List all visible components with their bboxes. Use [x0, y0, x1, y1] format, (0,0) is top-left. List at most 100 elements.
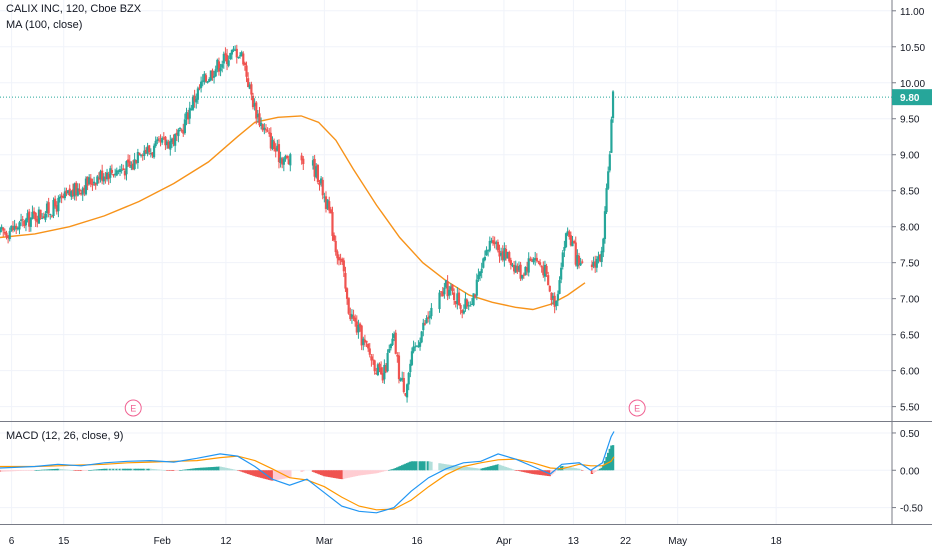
- macd-histogram-bar: [389, 469, 393, 471]
- candle: [350, 309, 354, 324]
- candle: [99, 169, 102, 183]
- candle-body: [417, 345, 420, 348]
- candle-body: [478, 271, 482, 277]
- candle-body: [195, 98, 198, 103]
- candle: [284, 154, 287, 162]
- macd-histogram-bar: [488, 466, 491, 471]
- candle-body: [198, 87, 201, 89]
- candle: [573, 239, 576, 244]
- candle-body: [96, 176, 99, 184]
- macd-histogram-bar: [141, 468, 144, 471]
- macd-histogram-bar: [104, 468, 107, 471]
- candle: [178, 126, 182, 132]
- candle: [543, 260, 547, 282]
- candle: [125, 160, 128, 181]
- candle: [522, 272, 525, 279]
- macd-histogram-bar: [594, 470, 597, 472]
- candle: [217, 57, 221, 76]
- candle: [449, 283, 452, 296]
- candle-body: [430, 307, 433, 317]
- candle: [423, 320, 427, 326]
- candle-body: [104, 177, 107, 180]
- candle: [391, 333, 394, 347]
- candle-body: [138, 152, 141, 155]
- macd-histogram-bar: [269, 470, 273, 481]
- macd-histogram-bar: [96, 469, 99, 471]
- candle-body: [326, 199, 329, 209]
- candle: [410, 347, 414, 367]
- candle-body: [120, 170, 123, 172]
- macd-histogram-bar: [251, 470, 255, 476]
- candle-body: [216, 59, 219, 70]
- candle-body: [31, 211, 34, 219]
- candle-body: [482, 258, 485, 268]
- candle: [127, 154, 130, 168]
- macd-histogram-bar: [381, 470, 384, 472]
- candle-body: [281, 158, 284, 165]
- candle: [608, 151, 611, 173]
- macd-histogram-bar: [392, 468, 396, 471]
- candle-body: [232, 48, 235, 50]
- symbol-legend: CALIX INC, 120, Cboe BZX: [6, 3, 142, 15]
- candle-body: [592, 261, 595, 266]
- candle-body: [91, 184, 94, 186]
- candle-body: [300, 155, 303, 161]
- candle-body: [525, 267, 529, 272]
- candle: [428, 310, 431, 325]
- candle-body: [388, 349, 391, 353]
- candle: [55, 201, 58, 215]
- macd-histogram-bar: [277, 470, 281, 480]
- candle-body: [470, 303, 474, 305]
- candle: [138, 152, 141, 156]
- candle-body: [315, 166, 318, 178]
- candle-body: [287, 159, 290, 165]
- macd-histogram-bar: [399, 465, 402, 471]
- macd-histogram-bar: [8, 470, 11, 472]
- candle: [88, 174, 91, 186]
- candle-body: [277, 144, 281, 163]
- candle: [530, 257, 534, 262]
- candle: [269, 127, 272, 151]
- candle: [131, 160, 135, 171]
- candle: [547, 271, 550, 286]
- candle: [287, 155, 290, 165]
- macd-histogram-bar: [68, 469, 71, 471]
- candle: [459, 303, 462, 315]
- candle-body: [347, 297, 350, 314]
- candle: [464, 292, 467, 312]
- candle-body: [282, 158, 285, 165]
- candle: [610, 116, 613, 154]
- candle: [2, 226, 5, 237]
- candle: [553, 292, 556, 314]
- candle-body: [39, 209, 42, 218]
- candle-body: [274, 147, 277, 152]
- candle: [548, 285, 551, 293]
- candle-body: [438, 292, 441, 310]
- candle: [261, 123, 264, 132]
- earnings-marker[interactable]: E: [628, 399, 646, 417]
- candle-body: [7, 236, 10, 238]
- macd-histogram-bar: [480, 468, 483, 471]
- candle: [451, 284, 454, 295]
- candle: [422, 318, 425, 337]
- macd-histogram-bar: [156, 469, 159, 471]
- macd-histogram-bar: [553, 470, 556, 473]
- earnings-marker[interactable]: E: [124, 399, 142, 417]
- macd-histogram-bar: [73, 470, 76, 471]
- candle: [263, 123, 266, 135]
- macd-histogram-bar: [383, 470, 386, 472]
- macd-histogram-bar: [86, 470, 89, 471]
- candle-body: [0, 226, 3, 230]
- candle: [448, 285, 451, 299]
- macd-histogram-bar: [105, 468, 109, 471]
- macd-histogram-bar: [186, 469, 190, 471]
- macd-histogram-bar: [130, 468, 133, 471]
- candle-body: [597, 256, 600, 260]
- candle: [279, 151, 282, 168]
- candle-body: [276, 145, 279, 151]
- macd-histogram-bar: [439, 463, 443, 471]
- macd-histogram-bar: [180, 470, 183, 471]
- time-tick-label: 12: [220, 536, 232, 547]
- candle-body: [362, 338, 365, 345]
